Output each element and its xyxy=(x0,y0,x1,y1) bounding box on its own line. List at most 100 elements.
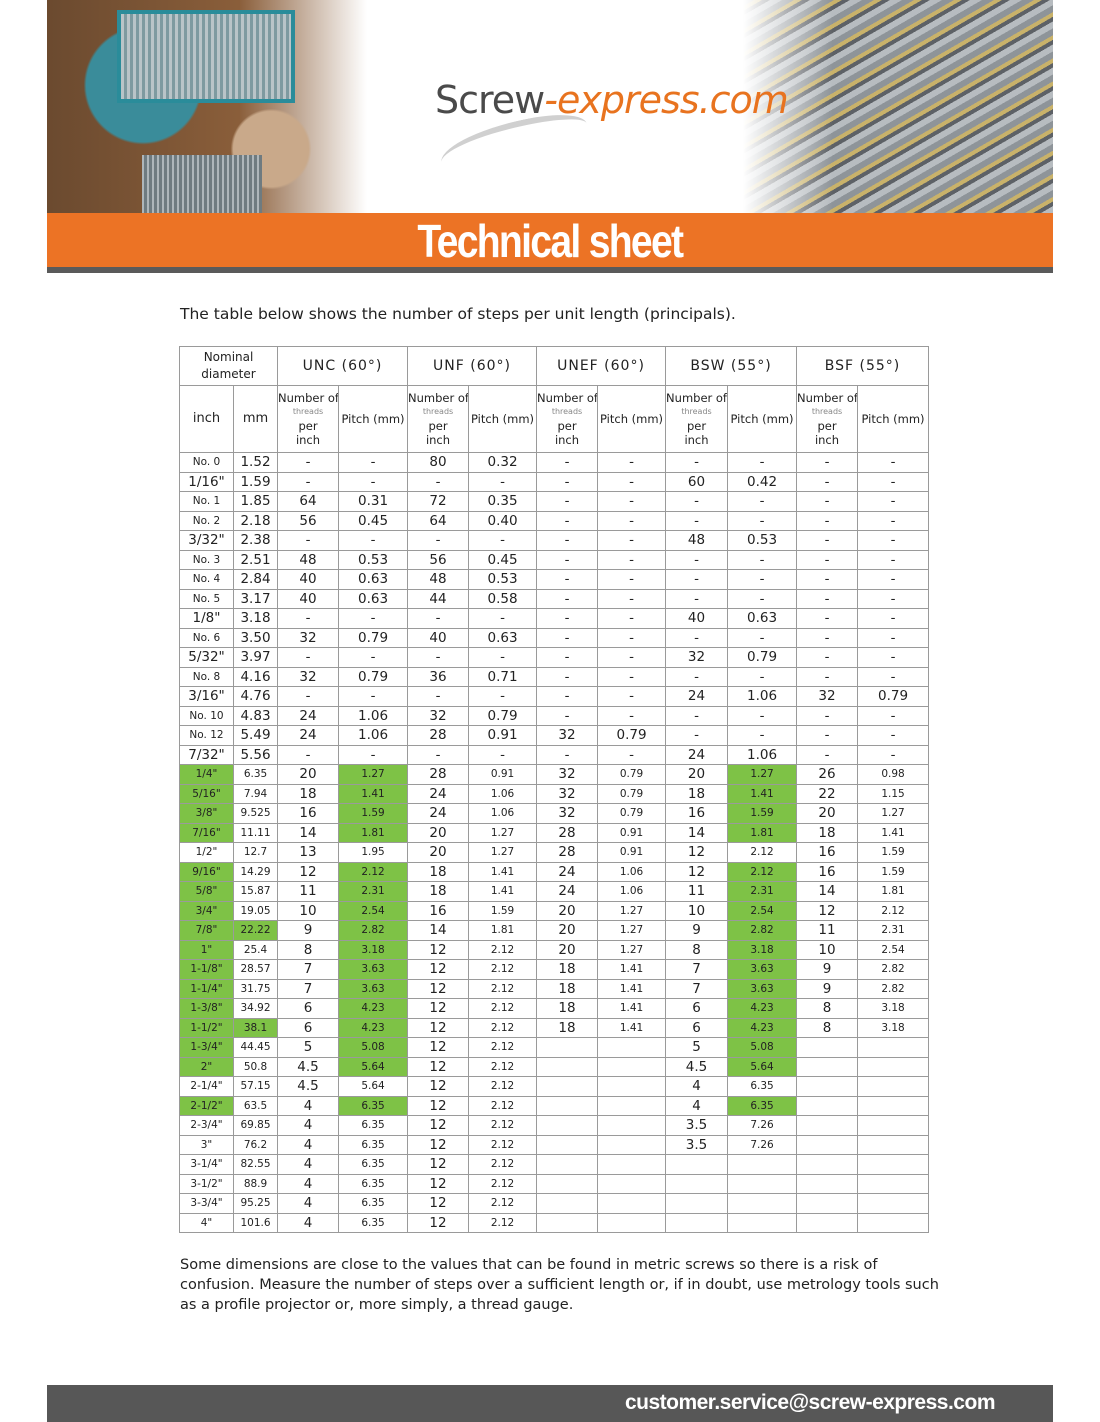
cell-unf-tpi: 40 xyxy=(407,627,470,648)
cell-unef-tpi: 18 xyxy=(536,1017,599,1038)
group-header: BSF (55°) xyxy=(796,346,930,386)
cell-unf-pitch: - xyxy=(468,744,538,765)
group-header: BSW (55°) xyxy=(665,346,798,386)
cell-inch: 1-1/2" xyxy=(179,1017,234,1038)
cell-unc-pitch: 0.79 xyxy=(338,627,409,648)
cell-bsf-pitch xyxy=(857,1095,930,1116)
cell-unc-tpi: - xyxy=(277,530,340,551)
cell-unf-tpi: 12 xyxy=(407,1017,470,1038)
cell-bsw-pitch: - xyxy=(727,588,798,609)
cell-unc-tpi: 9 xyxy=(277,920,340,941)
cell-bsw-pitch xyxy=(727,1193,798,1214)
cell-unc-tpi: 40 xyxy=(277,569,340,590)
cell-inch: 2-1/2" xyxy=(179,1095,234,1116)
cell-inch: No. 3 xyxy=(179,549,234,570)
cell-unc-tpi: 11 xyxy=(277,881,340,902)
cell-bsf-tpi: - xyxy=(796,549,859,570)
cell-unf-tpi: 12 xyxy=(407,998,470,1019)
cell-unf-tpi: 24 xyxy=(407,783,470,804)
cell-bsf-tpi xyxy=(796,1193,859,1214)
cell-inch: 3-1/4" xyxy=(179,1154,234,1175)
cell-unc-tpi: 4 xyxy=(277,1095,340,1116)
table-row: No. 2 2.18 56 0.45 64 0.40- - - - - - xyxy=(179,510,930,531)
cell-mm: 5.56 xyxy=(232,744,279,765)
workshop-photo xyxy=(47,0,367,213)
cell-unf-tpi: 12 xyxy=(407,1212,470,1233)
cell-inch: 5/16" xyxy=(179,783,234,804)
cell-inch: 1" xyxy=(179,939,234,960)
table-row: 3" 76.2 4 6.35 12 2.12 3.5 7.26 xyxy=(179,1134,930,1155)
cell-bsw-pitch: - xyxy=(727,705,798,726)
cell-unf-tpi: 28 xyxy=(407,725,470,746)
cell-bsf-tpi: - xyxy=(796,510,859,531)
cell-bsf-tpi: 16 xyxy=(796,861,859,882)
cell-bsf-tpi: - xyxy=(796,452,859,473)
cell-mm: 69.85 xyxy=(232,1115,279,1136)
cell-bsw-pitch: 0.53 xyxy=(727,530,798,551)
cell-bsw-tpi: 9 xyxy=(665,920,729,941)
cell-bsf-pitch xyxy=(857,1037,930,1058)
cell-mm: 4.16 xyxy=(232,666,279,687)
cell-unc-tpi: 16 xyxy=(277,803,340,824)
cell-inch: 7/32" xyxy=(179,744,234,765)
table-row: No. 5 3.17 40 0.63 44 0.58- - - - - - xyxy=(179,588,930,609)
cell-unef-tpi xyxy=(536,1056,599,1077)
cell-unef-tpi: - xyxy=(536,647,599,668)
cell-unc-tpi: 5 xyxy=(277,1037,340,1058)
cell-unf-pitch: 2.12 xyxy=(468,978,538,999)
cell-unef-tpi: 18 xyxy=(536,959,599,980)
cell-unc-tpi: 8 xyxy=(277,939,340,960)
table-row: No. 12 5.49 24 1.06 28 0.91 32 0.79- - - - xyxy=(179,725,930,746)
cell-unef-pitch: - xyxy=(597,705,667,726)
cell-inch: 7/16" xyxy=(179,822,234,843)
table-row: 5/8" 15.87 11 2.31 18 1.41 24 1.06 11 2.31 14 1.81 xyxy=(179,881,930,902)
nominal-diameter-header: Nominal diameter xyxy=(178,346,279,386)
cell-unc-tpi: 13 xyxy=(277,842,340,863)
cell-unef-tpi: - xyxy=(536,686,599,707)
cell-unef-pitch xyxy=(597,1076,667,1097)
cell-unef-pitch xyxy=(597,1037,667,1058)
cell-unf-pitch: 2.12 xyxy=(468,1076,538,1097)
cell-bsw-pitch: 1.81 xyxy=(727,822,798,843)
pitch-header: Pitch (mm) xyxy=(727,385,798,453)
cell-inch: No. 2 xyxy=(179,510,234,531)
cell-unf-tpi: - xyxy=(407,608,470,629)
cell-unef-pitch: - xyxy=(597,666,667,687)
cell-bsw-tpi: 32 xyxy=(665,647,729,668)
table-row: 1-1/4" 31.75 7 3.63 12 2.12 18 1.41 7 3.63 9 2.82 xyxy=(179,978,930,999)
cell-bsw-pitch: 4.23 xyxy=(727,1017,798,1038)
table-row: No. 8 4.16 32 0.79 36 0.71- - - - - - xyxy=(179,666,930,687)
cell-unef-pitch: - xyxy=(597,452,667,473)
cell-bsf-pitch: 1.41 xyxy=(857,822,930,843)
cell-unf-tpi: - xyxy=(407,530,470,551)
cell-mm: 3.17 xyxy=(232,588,279,609)
cell-bsw-tpi: 20 xyxy=(665,764,729,785)
cell-bsw-pitch: 7.26 xyxy=(727,1134,798,1155)
cell-unc-pitch: - xyxy=(338,686,409,707)
cell-unc-pitch: 1.41 xyxy=(338,783,409,804)
cell-mm: 28.57 xyxy=(232,959,279,980)
group-header: UNEF (60°) xyxy=(536,346,667,386)
table-row: No. 6 3.50 32 0.79 40 0.63- - - - - - xyxy=(179,627,930,648)
cell-unc-tpi: 4.5 xyxy=(277,1056,340,1077)
cell-unc-pitch: 6.35 xyxy=(338,1134,409,1155)
cell-inch: 1/2" xyxy=(179,842,234,863)
cell-unc-pitch: 6.35 xyxy=(338,1193,409,1214)
table-row: 3/8" 9.525 16 1.59 24 1.06 32 0.79 16 1.59 20 1.27 xyxy=(179,803,930,824)
cell-unf-tpi: 14 xyxy=(407,920,470,941)
cell-bsf-pitch: - xyxy=(857,471,930,492)
cell-unef-tpi: 18 xyxy=(536,978,599,999)
cell-bsf-pitch: - xyxy=(857,588,930,609)
cell-unc-tpi: 14 xyxy=(277,822,340,843)
cell-bsf-tpi: 14 xyxy=(796,881,859,902)
cell-bsf-tpi: - xyxy=(796,647,859,668)
cell-bsw-tpi: 11 xyxy=(665,881,729,902)
cell-unef-tpi: 32 xyxy=(536,764,599,785)
cell-unef-pitch: 0.79 xyxy=(597,783,667,804)
cell-unc-pitch: 2.31 xyxy=(338,881,409,902)
title-bar: Technical sheet xyxy=(47,213,1053,267)
cell-bsf-tpi: 32 xyxy=(796,686,859,707)
table-row: 2-3/4" 69.85 4 6.35 12 2.12 3.5 7.26 xyxy=(179,1115,930,1136)
cell-unc-tpi: - xyxy=(277,686,340,707)
cell-bsw-pitch: 1.59 xyxy=(727,803,798,824)
